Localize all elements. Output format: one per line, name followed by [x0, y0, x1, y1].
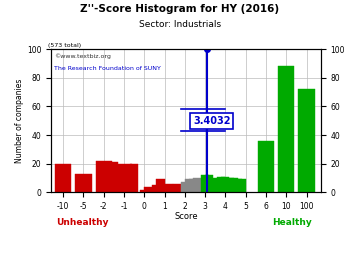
Bar	[213, 180, 221, 193]
Bar	[165, 184, 173, 193]
Bar	[298, 89, 315, 193]
Bar	[234, 180, 242, 193]
Bar	[229, 178, 238, 193]
Text: Healthy: Healthy	[272, 218, 312, 227]
Bar	[205, 175, 213, 193]
Text: Sector: Industrials: Sector: Industrials	[139, 20, 221, 29]
Bar	[258, 141, 274, 193]
Bar	[161, 187, 168, 193]
Text: Z''-Score Histogram for HY (2016): Z''-Score Histogram for HY (2016)	[80, 4, 280, 14]
Bar	[130, 164, 138, 193]
Bar	[193, 178, 201, 193]
Bar	[140, 190, 148, 193]
Bar	[185, 180, 193, 193]
Y-axis label: Number of companies: Number of companies	[15, 79, 24, 163]
Bar	[96, 161, 112, 193]
Bar	[177, 185, 185, 193]
Bar	[116, 164, 132, 193]
Bar	[278, 66, 294, 193]
Text: (573 total): (573 total)	[48, 43, 81, 48]
Bar	[157, 180, 165, 193]
Bar	[168, 185, 177, 193]
Bar	[152, 185, 161, 193]
Bar	[148, 188, 157, 193]
Bar	[197, 180, 205, 193]
Text: Unhealthy: Unhealthy	[57, 218, 109, 227]
Bar	[181, 182, 189, 193]
X-axis label: Score: Score	[174, 212, 198, 221]
Bar	[173, 184, 181, 193]
Bar	[209, 178, 217, 193]
Bar	[225, 178, 234, 193]
Bar	[55, 164, 71, 193]
Bar	[75, 174, 91, 193]
Text: 3.4032: 3.4032	[193, 116, 230, 126]
Bar	[217, 177, 225, 193]
Bar	[201, 175, 209, 193]
Text: The Research Foundation of SUNY: The Research Foundation of SUNY	[54, 66, 161, 71]
Bar	[110, 162, 118, 193]
Bar	[221, 177, 229, 193]
Text: ©www.textbiz.org: ©www.textbiz.org	[54, 53, 111, 59]
Bar	[189, 180, 197, 193]
Bar	[144, 187, 152, 193]
Bar	[238, 180, 246, 193]
